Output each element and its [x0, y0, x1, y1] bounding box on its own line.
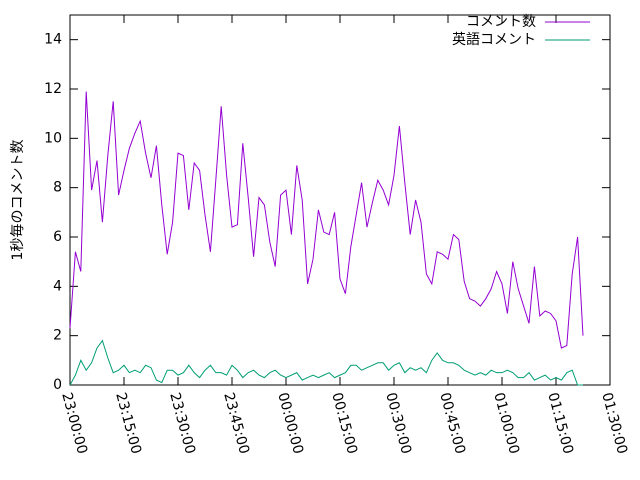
x-tick-label: 01:30:00 [598, 391, 630, 456]
y-tick-label: 14 [44, 32, 62, 48]
series-line [69, 339, 583, 386]
x-tick-label: 01:15:00 [544, 391, 576, 456]
x-tick-label: 01:00:00 [490, 391, 522, 456]
legend-label: コメント数 [466, 14, 536, 30]
y-tick-label: 2 [53, 328, 62, 344]
y-axis-label: 1秒毎のコメント数 [10, 140, 26, 261]
y-tick-label: 12 [44, 81, 62, 97]
x-tick-label: 00:45:00 [436, 391, 468, 456]
x-tick-label: 00:00:00 [274, 391, 306, 456]
y-tick-label: 6 [53, 229, 62, 245]
x-tick-label: 23:45:00 [220, 391, 252, 456]
x-tick-label: 00:30:00 [382, 391, 414, 456]
y-tick-label: 0 [53, 377, 62, 393]
y-tick-label: 4 [53, 278, 62, 294]
legend-label: 英語コメント [452, 31, 536, 48]
plot-border [69, 14, 611, 386]
y-tick-label: 10 [44, 130, 62, 146]
x-tick-label: 23:15:00 [112, 391, 144, 456]
x-tick-label: 00:15:00 [328, 391, 360, 456]
y-tick-label: 8 [53, 180, 62, 196]
x-tick-label: 23:00:00 [58, 391, 90, 456]
x-tick-label: 23:30:00 [166, 391, 198, 456]
series-line [69, 91, 584, 349]
